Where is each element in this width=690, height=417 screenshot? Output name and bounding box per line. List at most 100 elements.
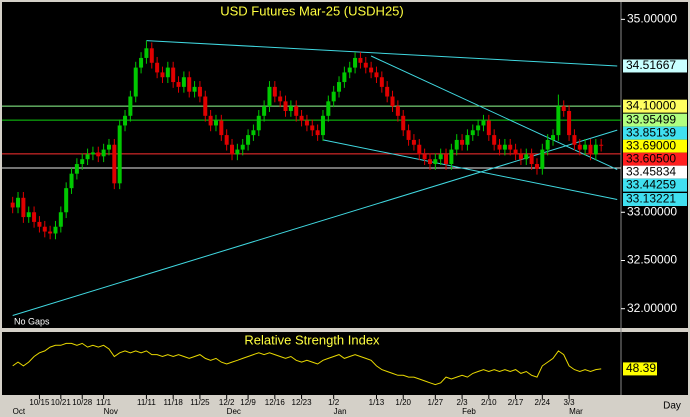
candle-body bbox=[465, 135, 470, 145]
candle-body bbox=[213, 120, 218, 126]
candle-body bbox=[486, 120, 491, 136]
candle-body bbox=[117, 125, 122, 184]
candle-body bbox=[139, 57, 144, 68]
candle-body bbox=[577, 144, 582, 150]
candle-body bbox=[320, 115, 325, 136]
candle-body bbox=[42, 226, 47, 232]
x-unit: Day bbox=[663, 401, 681, 412]
month-label: Oct bbox=[13, 407, 26, 416]
candle-body bbox=[508, 144, 513, 150]
candle-body bbox=[262, 106, 267, 116]
candle-body bbox=[513, 149, 518, 155]
note: No Gaps bbox=[14, 316, 50, 326]
candle-body bbox=[181, 77, 186, 87]
rsi-value-box bbox=[623, 362, 657, 376]
price-label: 33.69000 bbox=[626, 138, 676, 152]
candle-body bbox=[21, 197, 26, 218]
x-tick-label: 1/27 bbox=[428, 398, 444, 407]
month-label: Feb bbox=[462, 407, 476, 416]
candle-body bbox=[123, 115, 128, 126]
x-tick-label: 11/18 bbox=[163, 398, 183, 407]
candle-body bbox=[481, 120, 486, 126]
candle-body bbox=[593, 144, 598, 155]
candle-body bbox=[534, 164, 539, 169]
candle-body bbox=[444, 154, 449, 165]
candle-body bbox=[283, 101, 288, 111]
price-label-box bbox=[623, 193, 687, 207]
candle-body bbox=[106, 144, 111, 150]
trend-line bbox=[146, 40, 618, 67]
candle-body bbox=[588, 144, 593, 155]
month-label: Jan bbox=[334, 407, 347, 416]
price-label-box bbox=[623, 99, 687, 113]
x-tick-label: 11/25 bbox=[190, 398, 210, 407]
candle-body bbox=[165, 67, 170, 78]
candle-body bbox=[385, 86, 390, 97]
candle-body bbox=[192, 86, 197, 92]
candle-body bbox=[476, 125, 481, 131]
price-label: 33.60500 bbox=[626, 151, 676, 165]
candle-body bbox=[551, 135, 556, 140]
candle-body bbox=[438, 154, 443, 160]
price-label-box bbox=[623, 178, 687, 192]
candle-body bbox=[379, 77, 384, 87]
candle-body bbox=[411, 139, 416, 145]
rsi-value-label: 48.39 bbox=[626, 361, 656, 375]
candle-body bbox=[10, 202, 15, 208]
price-label-box bbox=[623, 152, 687, 166]
candle-body bbox=[540, 149, 545, 169]
candle-body bbox=[449, 149, 454, 165]
candle-body bbox=[470, 130, 475, 136]
candle-body bbox=[326, 101, 331, 116]
candle-body bbox=[240, 144, 245, 150]
x-tick-label: 11/1 bbox=[96, 398, 112, 407]
candle-body bbox=[358, 57, 363, 63]
candle-body bbox=[337, 82, 342, 92]
candle-body bbox=[37, 221, 42, 227]
candle-body bbox=[230, 144, 235, 155]
candle-body bbox=[433, 159, 438, 165]
candle-body bbox=[133, 67, 138, 97]
candle-body bbox=[112, 144, 117, 184]
candle-body bbox=[545, 139, 550, 150]
candle-body bbox=[502, 144, 507, 150]
candle-body bbox=[395, 106, 400, 116]
candle-body bbox=[80, 159, 85, 165]
candle-body bbox=[497, 144, 502, 150]
x-tick-label: 12/23 bbox=[292, 398, 313, 407]
candle-body bbox=[251, 130, 256, 136]
candle-body bbox=[64, 188, 69, 213]
candle-body bbox=[363, 62, 368, 68]
candle-body bbox=[155, 62, 160, 73]
candle-body bbox=[583, 144, 588, 150]
trend-line bbox=[12, 129, 618, 316]
candle-body bbox=[48, 231, 53, 234]
candle-body bbox=[53, 226, 58, 234]
rsi-panel bbox=[2, 332, 688, 395]
x-tick-label: 2/24 bbox=[535, 398, 551, 407]
candle-body bbox=[310, 125, 315, 131]
x-tick-label: 2/3 bbox=[457, 398, 469, 407]
x-tick-label: 3/3 bbox=[564, 398, 576, 407]
candle-body bbox=[272, 86, 277, 97]
x-tick-label: 2/17 bbox=[508, 398, 524, 407]
candle-body bbox=[176, 82, 181, 87]
candle-body bbox=[529, 154, 534, 165]
candle-body bbox=[299, 115, 304, 121]
candle-body bbox=[128, 96, 133, 116]
price-label-box bbox=[623, 113, 687, 127]
candle-body bbox=[171, 67, 176, 83]
candle-body bbox=[256, 115, 261, 131]
candle-body bbox=[599, 144, 604, 146]
candle-body bbox=[556, 106, 561, 136]
candle-body bbox=[224, 135, 229, 145]
y-tick-label: 33.00000 bbox=[627, 204, 677, 218]
candle-body bbox=[406, 130, 411, 140]
x-tick-label: 10/21 bbox=[51, 398, 72, 407]
candle-body bbox=[219, 120, 224, 136]
candle-body bbox=[208, 115, 213, 126]
x-tick-label: 1/13 bbox=[369, 398, 385, 407]
price-label: 33.45834 bbox=[626, 164, 676, 178]
candle-body bbox=[32, 212, 37, 222]
